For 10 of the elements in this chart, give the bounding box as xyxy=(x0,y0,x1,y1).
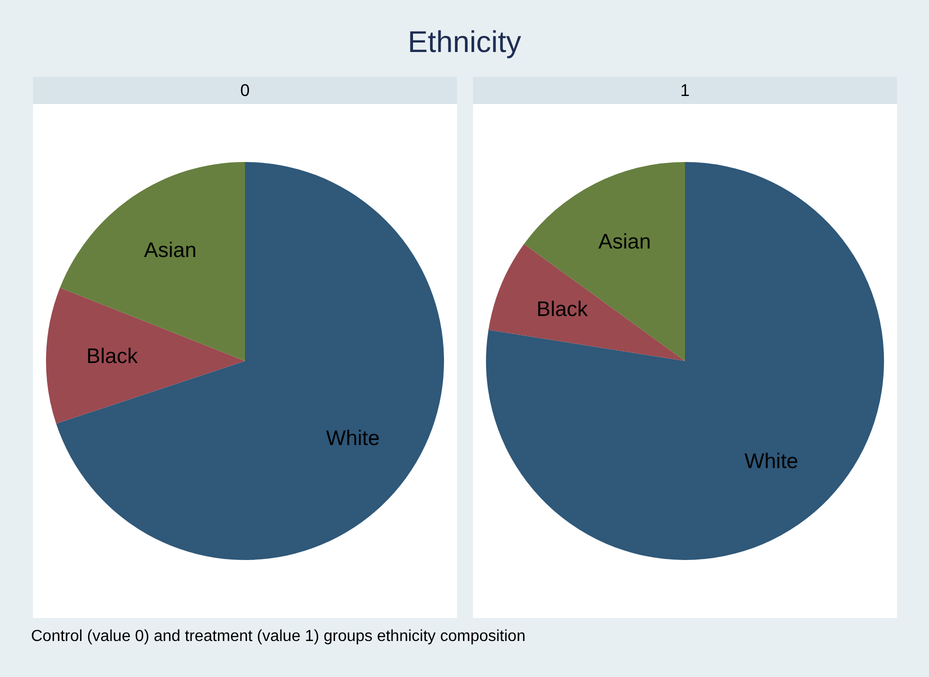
slice-label: Black xyxy=(86,345,138,368)
chart-title: Ethnicity xyxy=(406,26,522,60)
text: Control (value 0) and treatment (value 1) groups ethnicity composition xyxy=(31,628,526,646)
category-label: White xyxy=(744,450,798,474)
slice-label: Asian xyxy=(144,239,197,262)
category-label: Black xyxy=(536,298,588,322)
slice-label: White xyxy=(326,426,380,450)
slice-label: 1 xyxy=(473,77,897,104)
slice-label: 0 xyxy=(33,77,457,104)
category-label: Asian xyxy=(598,230,651,254)
